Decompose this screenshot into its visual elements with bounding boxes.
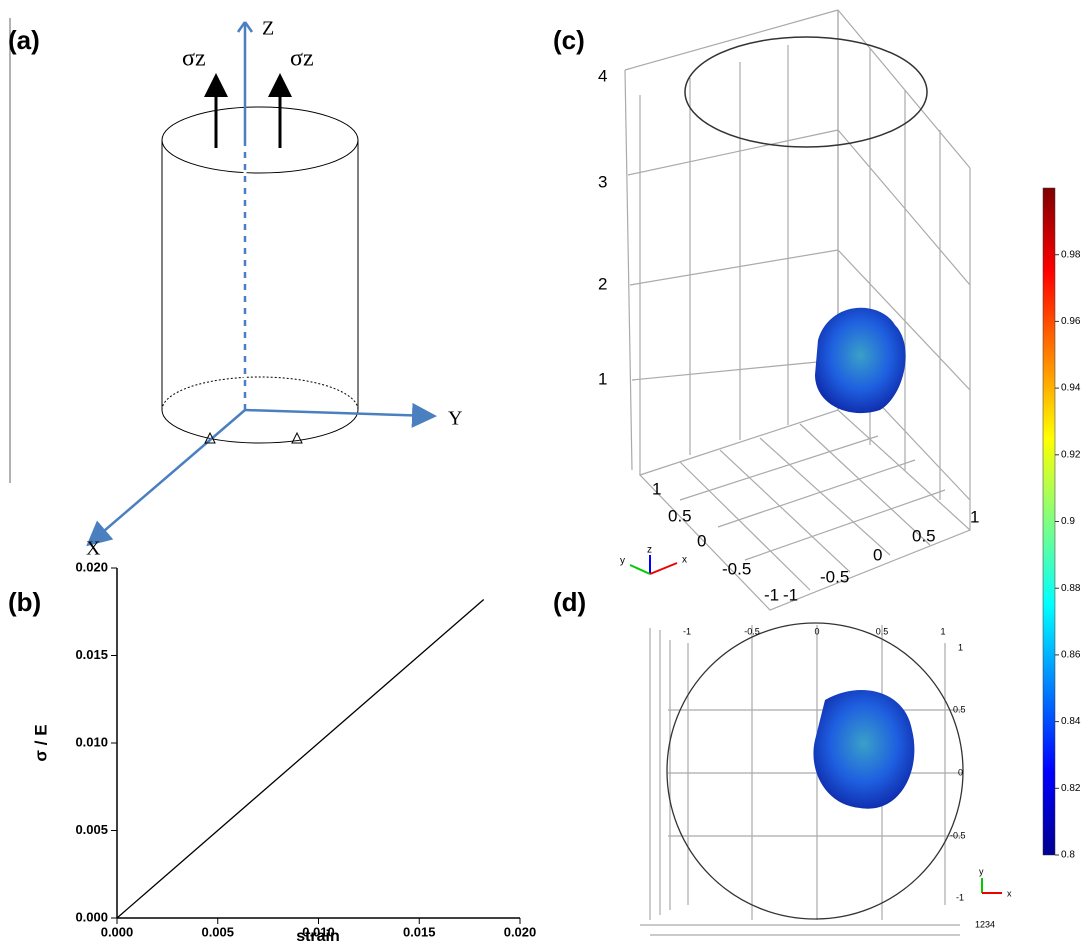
z-tick-label: 4 [598, 66, 607, 85]
axis-label: Z [262, 18, 274, 40]
cylinder-bottom-back [162, 377, 358, 410]
y-tick-label: 0.5 [668, 506, 692, 525]
x-tick-label: 0.020 [504, 924, 537, 939]
x-tick-label: -0.5 [744, 626, 760, 636]
colorbar-tick-label: 0.88 [1061, 583, 1081, 594]
y-tick-label: 0.005 [75, 822, 108, 837]
y-tick-label: -0.5 [722, 559, 751, 578]
x-tick-label: 0.010 [302, 924, 335, 939]
y-tick-label: 0.015 [75, 647, 108, 662]
panel-label: (a) [8, 25, 40, 55]
figure: (a) Z Y X σz σz (b) strain σ / E 0.0000.… [0, 0, 1090, 944]
mini-axis [630, 565, 650, 574]
y-tick-label: 0.5 [953, 704, 966, 714]
z-tick-label: 3 [598, 172, 607, 191]
x-axis [90, 410, 245, 543]
pore [813, 690, 914, 809]
y-axis [245, 410, 432, 416]
x-tick-label: 0.5 [912, 526, 936, 545]
panel-a: (a) Z Y X σz σz [8, 18, 462, 560]
x-tick-label: -1 [683, 626, 691, 636]
colorbar-tick-label: 0.92 [1061, 449, 1081, 460]
colorbar-tick-label: 0.96 [1061, 316, 1081, 327]
colorbar-tick-label: 0.86 [1061, 650, 1081, 661]
mini-axis-label: x [1007, 888, 1012, 898]
x-tick-label: 0.015 [403, 924, 436, 939]
panel-c: (c) 4 3 2 1 1 0.5 0 -0.5 -1 -1 -0.5 0 0.… [553, 10, 979, 610]
mini-axis-label: z [647, 545, 652, 556]
panel-label: (d) [553, 587, 586, 617]
y-tick-label: 0.000 [75, 909, 108, 924]
mini-axis-label: y [979, 866, 984, 876]
z-tick-label: 2 [598, 274, 607, 293]
y-axis-title: σ / E [31, 724, 50, 761]
grid-2d [640, 625, 962, 935]
x-tick-label: -1 [783, 585, 798, 604]
y-tick-label: 0 [958, 767, 963, 777]
colorbar-tick-label: 0.84 [1061, 716, 1081, 727]
y-tick-label: 1 [652, 479, 661, 498]
cylinder-bottom [162, 410, 358, 443]
colorbar: 0.98 0.96 0.94 0.92 0.9 0.88 0.86 0.84 0.82 0.8 [1043, 188, 1081, 861]
x-tick-label: 0.5 [876, 626, 889, 636]
colorbar-tick-label: 0.98 [1061, 249, 1081, 260]
depth-tick-label: 1234 [975, 919, 995, 929]
x-tick-label: -0.5 [820, 567, 849, 586]
mini-axis-label: y [620, 556, 625, 567]
x-tick-label: 0.005 [201, 924, 234, 939]
grid-3d [625, 10, 838, 475]
z-tick-label: 1 [598, 369, 607, 388]
stress-label: σz [290, 46, 314, 72]
cylinder-top [162, 107, 358, 173]
colorbar-tick-label: 0.9 [1061, 516, 1075, 527]
panel-label: (c) [553, 25, 585, 55]
panel-label: (b) [8, 587, 41, 617]
y-tick-label: -0.5 [950, 830, 966, 840]
y-tick-label: 0.010 [75, 734, 108, 749]
grid-3d [838, 10, 970, 530]
y-tick-label: 0 [697, 531, 706, 550]
top-circle [685, 37, 927, 147]
mini-axis-label: x [682, 555, 687, 566]
colorbar-tick-label: 0.82 [1061, 783, 1081, 794]
y-tick-label: -1 [764, 585, 779, 604]
boundary-circle [667, 623, 963, 919]
colorbar-tick-label: 0.94 [1061, 383, 1081, 394]
x-tick-label: 1 [970, 507, 979, 526]
y-tick-label: -1 [956, 892, 964, 902]
colorbar-gradient [1043, 188, 1055, 855]
colorbar-tick-label: 0.8 [1061, 850, 1075, 861]
x-tick-label: 0 [814, 626, 819, 636]
x-tick-label: 0 [873, 545, 882, 564]
pore [815, 308, 906, 413]
stress-label: σz [182, 46, 206, 72]
x-tick-label: 0.000 [101, 924, 134, 939]
panel-d: (d) -1 -0.5 0 0.5 1 1 0.5 0 -0.5 -1 y x … [553, 587, 1012, 935]
data-line [117, 600, 484, 919]
y-tick-label: 0.020 [75, 559, 108, 574]
axis-label: Y [448, 408, 462, 430]
y-tick-label: 1 [958, 642, 963, 652]
axis-label: X [86, 538, 101, 560]
mini-axis [650, 563, 677, 574]
x-tick-label: 1 [940, 626, 945, 636]
